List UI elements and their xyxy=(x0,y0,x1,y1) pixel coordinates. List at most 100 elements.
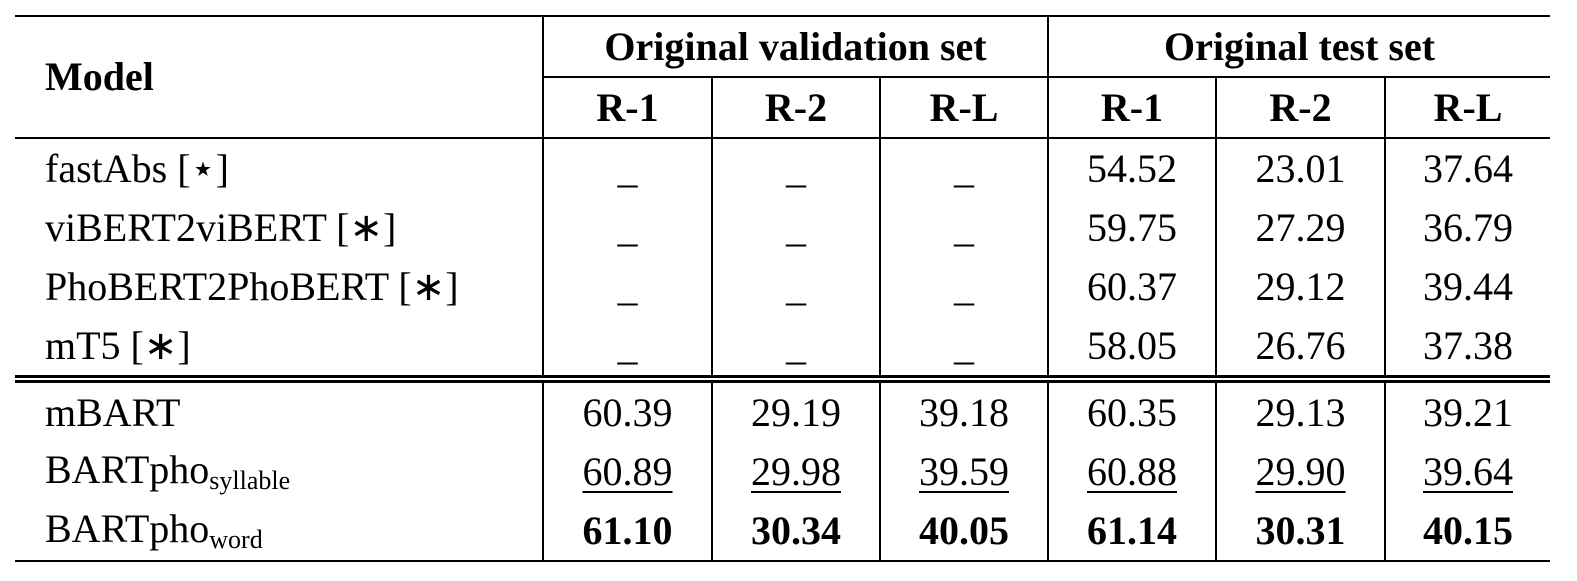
score: – xyxy=(786,218,806,264)
score-cell: 60.35 xyxy=(1047,379,1217,442)
score: 60.88 xyxy=(1087,448,1178,494)
model-name: BARTpho xyxy=(45,446,210,492)
score: 37.64 xyxy=(1423,145,1514,191)
score-cell: – xyxy=(711,316,880,382)
model-cell: BARTphosyllable xyxy=(15,442,543,501)
score-cell: 30.31 xyxy=(1215,501,1386,561)
group-header: Original validation set xyxy=(541,16,1049,77)
score: 60.37 xyxy=(1087,263,1178,309)
score: 30.34 xyxy=(751,507,841,553)
results-table: Model Original validation set Original t… xyxy=(15,15,1551,562)
model-cell: PhoBERT2PhoBERT [∗] xyxy=(15,257,543,316)
model-cell: mT5 [∗] xyxy=(15,316,543,379)
score-cell: – xyxy=(711,257,880,320)
score-cell: 60.37 xyxy=(1047,257,1217,316)
score-cell: 60.88 xyxy=(1047,442,1217,501)
score-cell: 39.21 xyxy=(1384,379,1551,442)
model-subscript: syllable xyxy=(209,465,291,495)
table-row: viBERT2viBERT [∗] – – – 59.75 27.29 36.79 xyxy=(15,198,1551,261)
model-cell: fastAbs [⋆] xyxy=(15,138,543,198)
score: 39.21 xyxy=(1423,389,1514,435)
score-cell: 36.79 xyxy=(1384,198,1551,257)
metric-header: R-2 xyxy=(1215,77,1386,138)
score-cell: 30.34 xyxy=(711,501,880,561)
score-cell: – xyxy=(542,316,712,379)
score: 39.18 xyxy=(919,389,1009,435)
score: – xyxy=(954,159,974,205)
score: 54.52 xyxy=(1087,145,1178,191)
score-cell: 37.64 xyxy=(1384,138,1551,198)
score-cell: 61.10 xyxy=(542,501,712,561)
score-cell: 61.14 xyxy=(1047,501,1217,561)
score: – xyxy=(786,336,806,382)
score-cell: – xyxy=(542,138,712,202)
score-cell: 29.12 xyxy=(1215,257,1386,316)
score: 60.35 xyxy=(1087,389,1178,435)
score-cell: 40.15 xyxy=(1384,501,1551,561)
metric-header: R-L xyxy=(1384,77,1551,138)
score-cell: 40.05 xyxy=(878,501,1049,561)
score-cell: – xyxy=(878,198,1049,261)
score-cell: 37.38 xyxy=(1384,316,1551,379)
score: – xyxy=(617,218,638,264)
model-name: mBART xyxy=(45,389,181,435)
score-cell: – xyxy=(542,257,712,320)
table-row: fastAbs [⋆] – – – 54.52 23.01 37.64 xyxy=(15,138,1551,202)
score: 26.76 xyxy=(1255,322,1346,368)
score-cell: 39.64 xyxy=(1384,442,1551,501)
score: 27.29 xyxy=(1255,204,1346,250)
score: 36.79 xyxy=(1423,204,1514,250)
score: – xyxy=(617,159,638,205)
metric-header: R-1 xyxy=(542,77,712,138)
score: 61.10 xyxy=(582,507,673,553)
score: – xyxy=(954,336,974,382)
score: 60.89 xyxy=(582,448,673,494)
score: 39.44 xyxy=(1423,263,1514,309)
table-row: mT5 [∗] – – – 58.05 26.76 37.38 xyxy=(15,316,1551,382)
score: 59.75 xyxy=(1087,204,1178,250)
score-cell: 29.90 xyxy=(1215,442,1386,501)
table-header: Model Original validation set Original t… xyxy=(15,16,1551,139)
score-cell: – xyxy=(878,257,1049,320)
model-name: fastAbs [⋆] xyxy=(45,145,229,191)
score-cell: 54.52 xyxy=(1047,138,1217,198)
score-cell: – xyxy=(711,138,880,202)
table-row: BARTphoword 61.10 30.34 40.05 61.14 30.31 40.1… xyxy=(15,501,1551,561)
score: 40.05 xyxy=(919,507,1009,553)
metric-header: R-2 xyxy=(711,77,880,138)
score: 29.90 xyxy=(1255,448,1346,494)
score: 29.13 xyxy=(1255,389,1346,435)
model-cell: BARTphoword xyxy=(15,501,543,561)
group-header: Original test set xyxy=(1047,16,1551,77)
metric-header: R-1 xyxy=(1047,77,1217,138)
score: 29.19 xyxy=(751,389,841,435)
score: 60.39 xyxy=(582,389,673,435)
score: – xyxy=(954,277,974,323)
score-cell: 26.76 xyxy=(1215,316,1386,379)
score-cell: 60.39 xyxy=(542,379,712,442)
score: 37.38 xyxy=(1423,322,1514,368)
table-body: fastAbs [⋆] – – – 54.52 23.01 37.64 viBERT2viBE… xyxy=(15,138,1551,561)
score-cell: 60.89 xyxy=(542,442,712,501)
model-name: PhoBERT2PhoBERT [∗] xyxy=(45,263,459,309)
score: – xyxy=(786,277,806,323)
table-row: PhoBERT2PhoBERT [∗] – – – 60.37 29.12 39.44 xyxy=(15,257,1551,320)
score: 29.98 xyxy=(751,448,841,494)
score: – xyxy=(617,277,638,323)
score-cell: 39.18 xyxy=(878,379,1049,442)
table-row: BARTphosyllable 60.89 29.98 39.59 60.88 29.90… xyxy=(15,442,1551,501)
model-cell: viBERT2viBERT [∗] xyxy=(15,198,543,257)
score: – xyxy=(954,218,974,264)
score: – xyxy=(786,159,806,205)
table-row: mBART 60.39 29.19 39.18 60.35 29.13 39.21 xyxy=(15,379,1551,442)
score-cell: – xyxy=(542,198,712,261)
score: 30.31 xyxy=(1255,507,1346,553)
model-name: BARTpho xyxy=(45,505,210,551)
score-cell: 23.01 xyxy=(1215,138,1386,198)
score: 61.14 xyxy=(1087,507,1178,553)
score-cell: 59.75 xyxy=(1047,198,1217,257)
score-cell: 39.44 xyxy=(1384,257,1551,316)
model-cell: mBART xyxy=(15,379,543,442)
score-cell: 27.29 xyxy=(1215,198,1386,257)
score: 39.59 xyxy=(919,448,1009,494)
